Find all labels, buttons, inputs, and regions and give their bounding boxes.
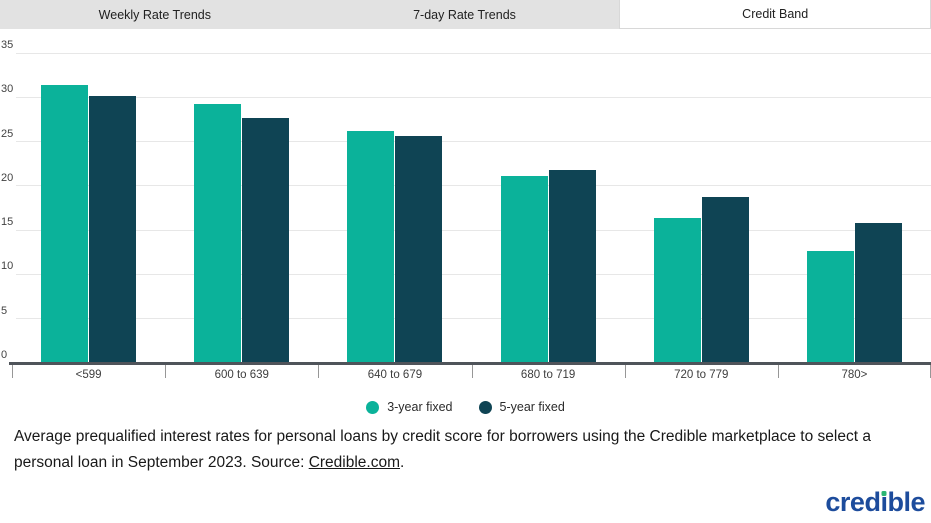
x-axis-tick [165,365,167,378]
tab-bar: Weekly Rate Trends 7-day Rate Trends Cre… [0,0,931,29]
bar-5-year-fixed-4[interactable] [548,169,596,363]
bar-group-4 [472,53,625,363]
x-axis-line [9,362,931,365]
category-label-4: 680 to 719 [520,369,576,381]
logo-i-with-green-dot: ı [880,487,888,517]
tab-7day-rate-trends[interactable]: 7-day Rate Trends [413,7,516,22]
bar-group-6 [778,53,931,363]
bar-chart-plot-area: 0 5 10 15 20 25 30 35 [1,40,931,363]
x-axis-tick [12,365,13,378]
chart-caption: Average prequalified interest rates for … [14,424,920,476]
bar-3-year-fixed-6[interactable] [806,250,854,363]
legend-item-3-year-fixed: 3-year fixed [366,400,453,414]
bar-5-year-fixed-6[interactable] [854,223,902,363]
bar-5-year-fixed-1[interactable] [89,96,137,363]
category-label-3: 640 to 679 [367,369,423,381]
legend-item-5-year-fixed: 5-year fixed [478,400,565,414]
bar-3-year-fixed-5[interactable] [653,217,701,363]
credible-logo: credı ble [825,487,925,517]
gridline-y-5 [16,318,931,320]
bar-3-year-fixed-2[interactable] [194,103,242,363]
bar-3-year-fixed-3[interactable] [347,130,395,363]
bar-3-year-fixed-1[interactable] [41,84,89,363]
y-axis-label-5: 5 [1,304,8,317]
gridline-y-25 [16,141,931,143]
y-axis-label-0: 0 [1,349,8,361]
y-axis-label-10: 10 [1,260,14,273]
y-axis-label-30: 30 [1,83,14,96]
bar-group-2 [165,53,318,363]
y-axis-label-25: 25 [1,127,14,140]
x-axis-tick [624,365,626,378]
y-axis-label-15: 15 [1,216,14,229]
legend-swatch-icon [478,400,492,414]
y-axis-label-35: 35 [1,39,14,51]
legend-label: 5-year fixed [499,400,565,414]
gridline-y-30 [16,96,931,98]
caption-text-before: Average prequalified interest rates for … [14,428,871,471]
credible-com-link[interactable]: Credible.com [308,454,401,471]
y-axis-label-20: 20 [1,171,14,184]
x-axis-labels: <599 600 to 639 640 to 679 680 to 719 720 to… [12,365,931,383]
bar-group-5 [625,53,778,363]
bar-group-3 [318,53,471,363]
category-label-1: <599 [75,369,102,381]
tab-credit-band[interactable]: Credit Band [619,0,931,29]
logo-green-dot-icon [881,491,887,496]
gridline-y-35 [16,52,931,54]
tab-weekly-rate-trends[interactable]: Weekly Rate Trends [98,7,211,22]
bar-5-year-fixed-5[interactable] [701,196,749,363]
x-axis-tick [318,365,320,378]
chart-legend: 3-year fixed 5-year fixed [0,399,931,415]
category-label-6: 780> [841,369,868,381]
bar-group-1 [12,53,165,363]
gridline-y-15 [16,229,931,231]
bar-groups [12,53,931,363]
gridline-y-20 [16,185,931,187]
bar-5-year-fixed-2[interactable] [242,117,290,363]
x-axis-tick [471,365,473,378]
category-label-5: 720 to 779 [674,369,729,381]
category-label-2: 600 to 639 [214,369,269,381]
x-axis-tick [777,365,779,378]
bar-5-year-fixed-3[interactable] [395,136,443,363]
bar-3-year-fixed-4[interactable] [500,176,548,363]
gridline-y-10 [16,273,931,275]
legend-swatch-icon [366,400,380,414]
caption-text-after: . [400,454,405,471]
legend-label: 3-year fixed [387,400,453,414]
